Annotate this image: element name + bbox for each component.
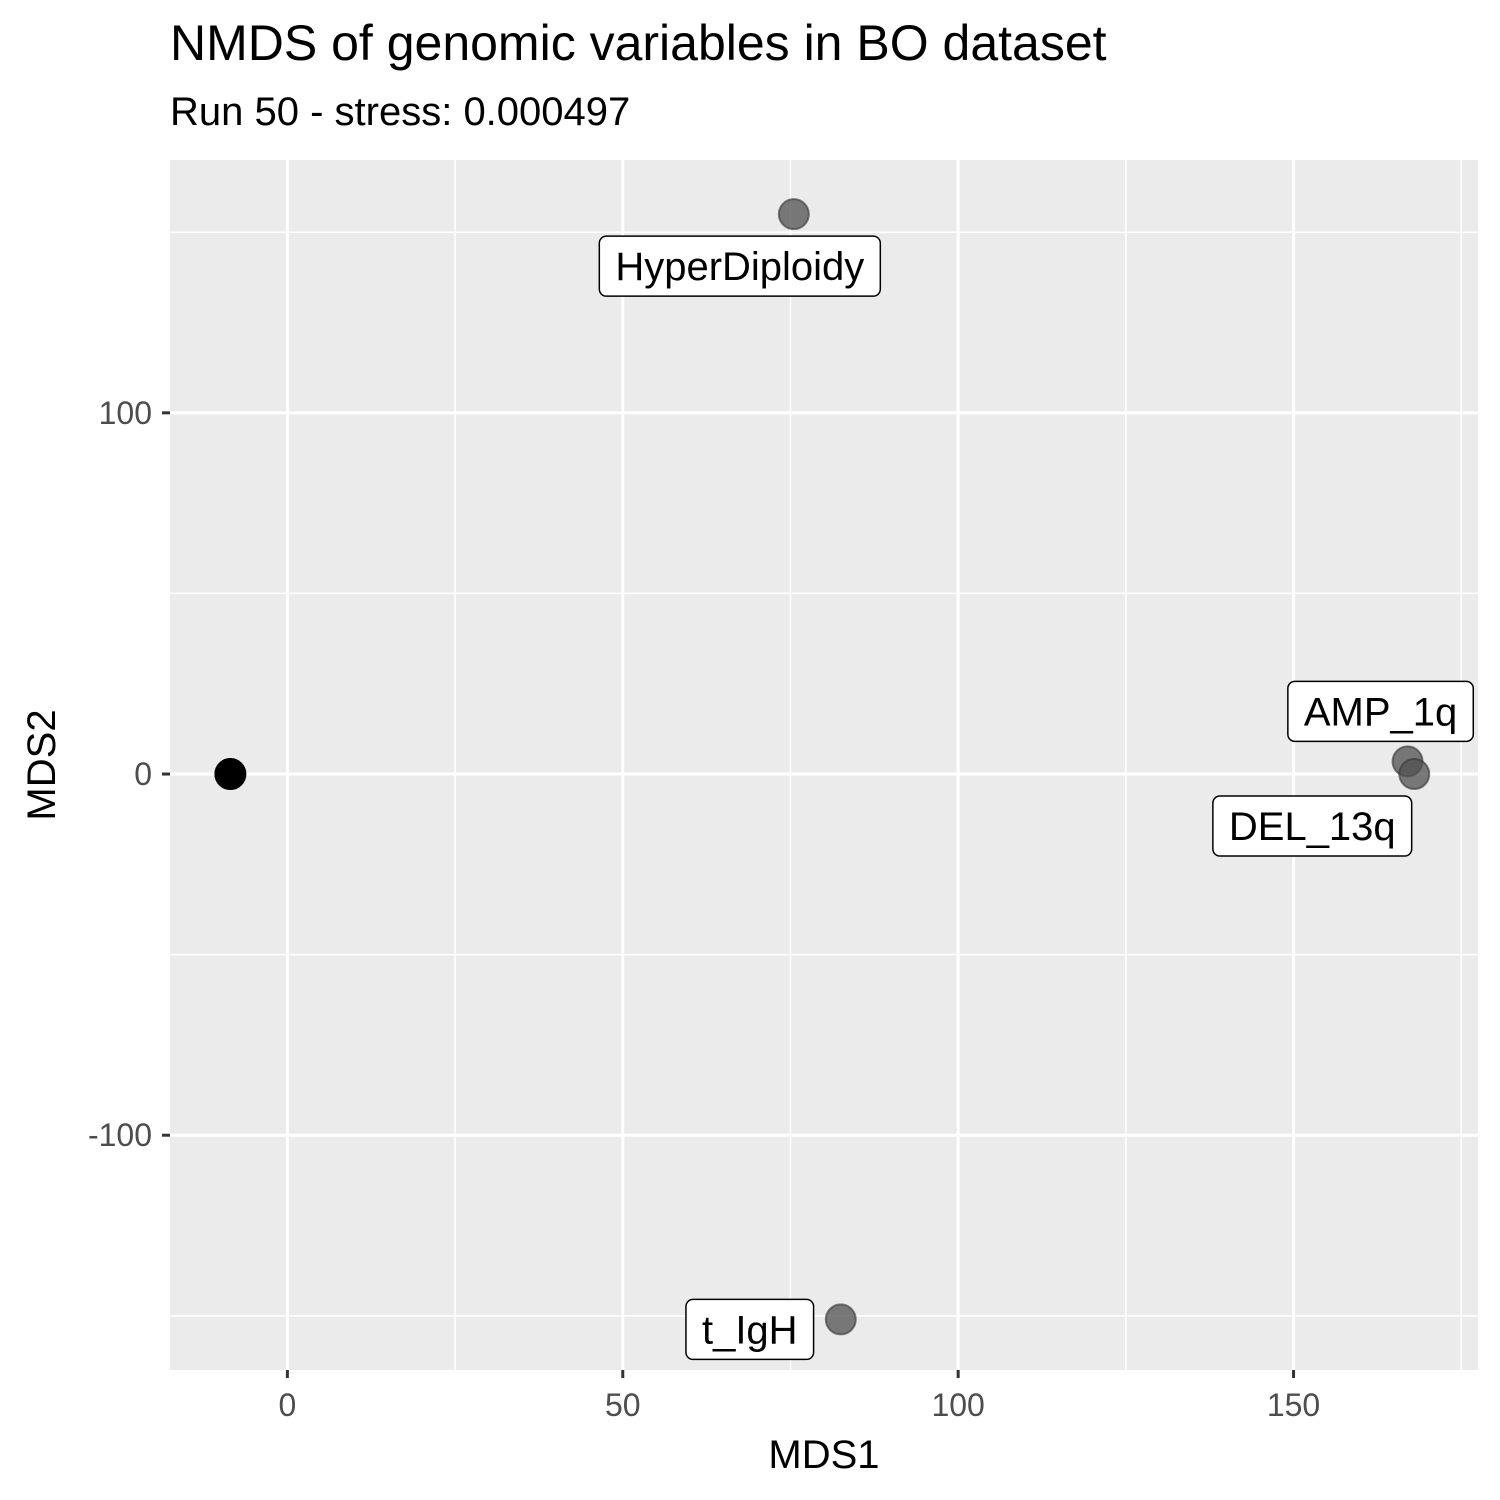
x-tick-label: 100 [931, 1387, 984, 1423]
point-label-box [598, 235, 882, 297]
x-tick-label: 150 [1267, 1387, 1320, 1423]
point-label-box [1212, 795, 1413, 857]
x-tick-label: 50 [605, 1387, 641, 1423]
point-label-text: HyperDiploidy [615, 245, 864, 289]
x-axis-label: MDS1 [768, 1433, 879, 1477]
y-tick-label: 100 [99, 395, 152, 431]
point-label: HyperDiploidy [598, 235, 882, 297]
chart-subtitle: Run 50 - stress: 0.000497 [170, 90, 631, 134]
minor-gridlines [170, 160, 1478, 1370]
y-tick-label: 0 [134, 756, 152, 792]
data-point [214, 758, 247, 791]
y-axis-label: MDS2 [20, 709, 64, 820]
point-labels: HyperDiploidy AMP_1q DEL_13q t_IgH [598, 235, 1475, 1361]
plot-panel [170, 160, 1478, 1370]
point-label-text: t_IgH [702, 1308, 798, 1352]
point-label-box [685, 1298, 815, 1361]
data-point [1398, 758, 1431, 791]
x-tick-label: 0 [278, 1387, 296, 1423]
data-point [777, 198, 810, 231]
point-label: t_IgH [685, 1298, 815, 1361]
y-tick-label: -100 [88, 1117, 152, 1153]
point-label-box [1287, 680, 1475, 743]
data-point [824, 1303, 857, 1336]
point-label-text: DEL_13q [1229, 805, 1396, 849]
point-label: AMP_1q [1287, 680, 1475, 743]
chart-title: NMDS of genomic variables in BO dataset [170, 15, 1107, 71]
axes: 0 50 100 150 -100 0 100 [88, 395, 1320, 1423]
data-points [214, 198, 1431, 1336]
point-label-text: AMP_1q [1304, 690, 1457, 734]
major-gridlines [170, 160, 1478, 1370]
point-label: DEL_13q [1212, 795, 1413, 857]
